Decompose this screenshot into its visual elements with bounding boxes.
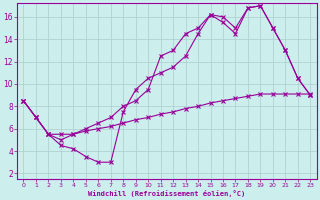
X-axis label: Windchill (Refroidissement éolien,°C): Windchill (Refroidissement éolien,°C) [88, 190, 245, 197]
